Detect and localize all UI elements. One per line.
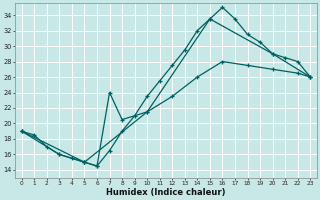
X-axis label: Humidex (Indice chaleur): Humidex (Indice chaleur) bbox=[106, 188, 226, 197]
